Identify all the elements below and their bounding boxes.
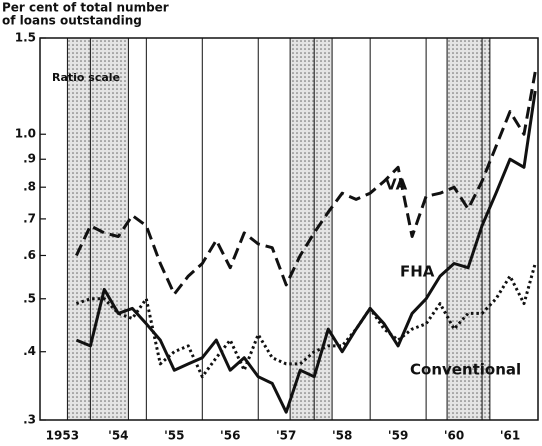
y-tick-label: .8: [23, 180, 36, 194]
x-tick-label: '56: [220, 429, 240, 443]
y-axis-title: of loans outstanding: [2, 14, 142, 28]
y-tick-label: .4: [23, 344, 36, 358]
scale-note: Ratio scale: [52, 71, 120, 84]
y-tick-label: .3: [23, 413, 36, 427]
series-line: [75, 263, 537, 379]
series-label: VA: [385, 176, 408, 194]
series-label: Conventional: [410, 361, 521, 379]
x-tick-label: '58: [332, 429, 352, 443]
x-tick-label: '61: [500, 429, 520, 443]
y-tick-label: .5: [23, 291, 36, 305]
y-tick-label: .9: [23, 152, 36, 166]
x-tick-label: '55: [164, 429, 184, 443]
series-line: [75, 71, 537, 296]
y-tick-label: 1.0: [15, 127, 36, 141]
x-tick-label: 1953: [46, 429, 79, 443]
y-tick-label: 1.5: [15, 31, 36, 45]
x-tick-label: '59: [388, 429, 408, 443]
series-label: FHA: [400, 263, 435, 281]
y-tick-label: .7: [23, 211, 36, 225]
x-tick-label: '54: [108, 429, 128, 443]
plot-frame: [39, 37, 539, 421]
x-tick-label: '57: [276, 429, 296, 443]
y-tick-label: .6: [23, 248, 36, 262]
y-axis-title: Per cent of total number: [2, 1, 169, 15]
x-tick-label: '60: [444, 429, 464, 443]
